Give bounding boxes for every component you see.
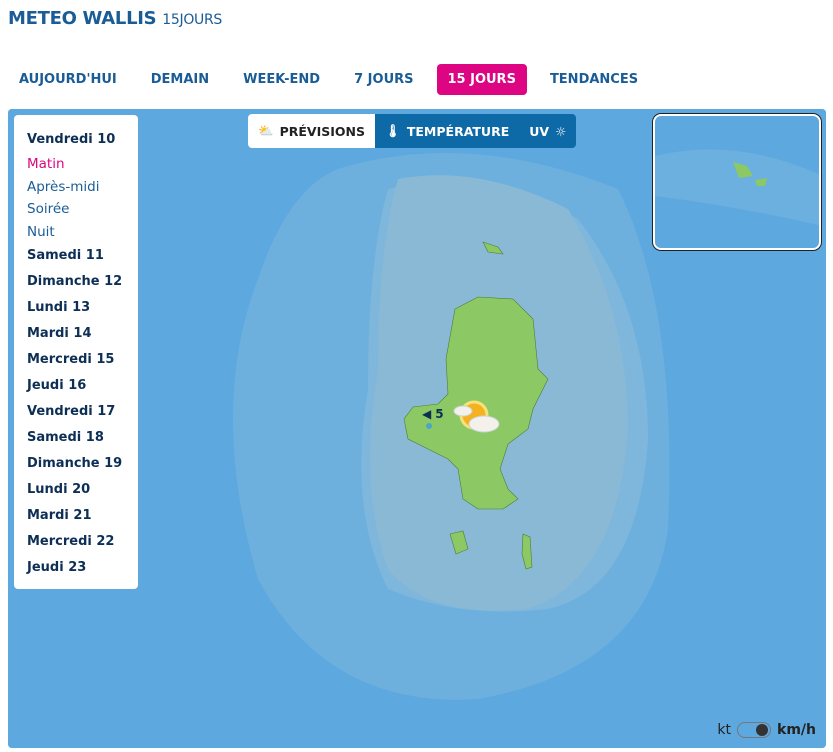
switch-knob [756,724,769,736]
title-text: METEO WALLIS [8,8,157,29]
sun-behind-cloud-icon [453,400,500,433]
day-item[interactable]: Samedi 11 [27,248,104,263]
unit-toggle: kt km/h [717,722,816,738]
tab-7-jours[interactable]: 7 JOURS [354,72,414,87]
mode-temperature-label: TEMPÉRATURE [406,123,510,139]
mode-uv[interactable]: UV ☼ [519,114,577,148]
day-item[interactable]: Mercredi 22 [27,534,115,549]
tab-15-jours[interactable]: 15 JOURS [436,64,527,95]
unit-switch[interactable] [737,722,772,738]
tab-week-end[interactable]: WEEK-END [243,72,321,87]
wind-indicator: ◀ 5 [422,407,444,421]
day-item[interactable]: Samedi 18 [27,430,104,445]
mode-uv-label: UV [529,123,550,139]
day-item[interactable]: Mardi 21 [27,508,92,523]
day-current[interactable]: Vendredi 10 [27,132,116,147]
day-list: Vendredi 10 Matin Après-midi Soirée Nuit… [14,115,138,589]
slot-apres-midi[interactable]: Après-midi [27,178,100,195]
tab-tendances[interactable]: TENDANCES [549,72,639,87]
unit-kmh[interactable]: km/h [777,722,816,738]
tab-demain[interactable]: DEMAIN [150,72,210,87]
day-item[interactable]: Lundi 20 [27,482,91,497]
day-item[interactable]: Dimanche 19 [27,456,123,471]
wind-speed: 5 [435,407,444,421]
day-item[interactable]: Lundi 13 [27,300,91,315]
day-item[interactable]: Jeudi 23 [27,560,87,575]
day-item[interactable]: Mardi 14 [27,326,92,341]
page-title: METEO WALLIS 15JOURS [8,8,222,29]
uv-sun-icon: ☼ [555,123,567,139]
title-subtitle: 15JOURS [162,12,223,28]
slot-nuit[interactable]: Nuit [27,223,55,240]
slot-matin[interactable]: Matin [27,156,65,172]
cloud-sun-icon: ⛅ [258,123,274,138]
tab-aujourdhui[interactable]: AUJOURD'HUI [19,72,117,87]
unit-kt[interactable]: kt [717,722,732,738]
day-item[interactable]: Dimanche 12 [27,274,123,289]
mode-previsions[interactable]: ⛅ PRÉVISIONS [248,114,375,148]
day-item[interactable]: Vendredi 17 [27,404,116,419]
minimap-canvas [655,149,819,226]
map-mode-toggle: ⛅ PRÉVISIONS 🌡 TEMPÉRATURE UV ☼ [248,114,577,148]
day-item[interactable]: Mercredi 15 [27,352,115,367]
period-tabs: AUJOURD'HUI DEMAIN WEEK-END 7 JOURS 15 J… [8,64,661,95]
overview-minimap[interactable] [653,114,821,250]
slot-soiree[interactable]: Soirée [27,201,70,217]
mode-previsions-label: PRÉVISIONS [279,123,365,139]
mode-temperature[interactable]: 🌡 TEMPÉRATURE [374,114,520,148]
wind-arrow-icon: ◀ [422,407,432,421]
thermometer-icon: 🌡 [384,123,401,138]
weather-map[interactable]: ◀ 5 Vendredi 10 Matin Après-midi Soirée … [8,109,826,748]
day-item[interactable]: Jeudi 16 [27,378,87,393]
